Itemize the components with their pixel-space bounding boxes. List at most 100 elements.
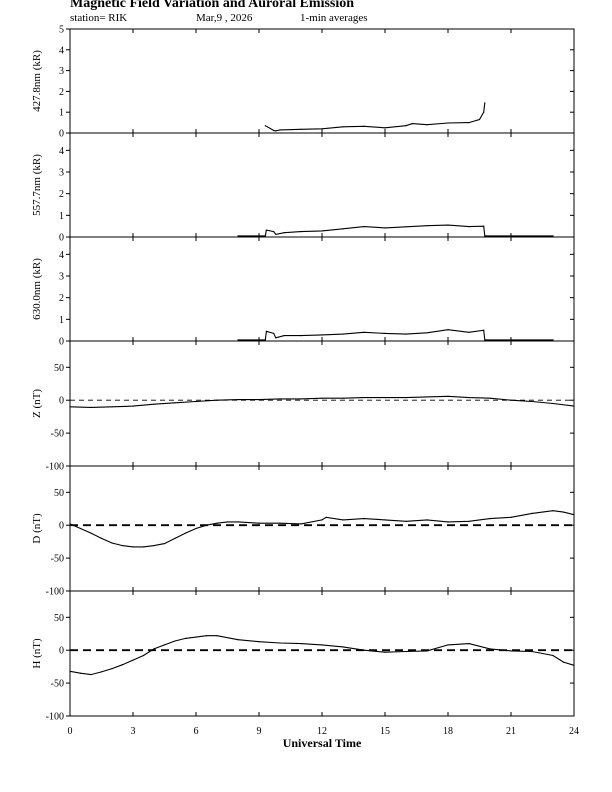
data-point xyxy=(552,402,554,405)
data-point xyxy=(321,519,323,521)
data-point xyxy=(153,545,155,547)
data-point xyxy=(237,521,239,523)
data-point xyxy=(264,235,266,237)
data-point xyxy=(279,642,281,644)
data-point xyxy=(275,233,277,235)
data-point xyxy=(384,397,386,399)
data-point xyxy=(342,646,344,648)
y-tick-label: -50 xyxy=(51,429,64,440)
data-point xyxy=(237,639,239,641)
y-axis-label: 557.7nm (kR) xyxy=(31,154,43,216)
y-tick-label: 50 xyxy=(54,613,64,624)
y-tick-label: 4 xyxy=(59,45,64,56)
data-point xyxy=(300,398,302,400)
data-point xyxy=(405,333,407,335)
data-point xyxy=(447,329,449,331)
y-tick-label: 2 xyxy=(59,87,64,98)
chart-title: Magnetic Field Variation and Auroral Emi… xyxy=(70,0,355,11)
y-tick-label: 50 xyxy=(54,488,64,499)
data-point xyxy=(468,397,470,399)
panel-frame xyxy=(69,590,575,717)
data-point xyxy=(573,405,575,407)
data-point xyxy=(325,516,327,518)
data-point xyxy=(405,397,407,399)
y-tick-label: 1 xyxy=(59,108,64,119)
data-point xyxy=(484,339,486,341)
data-point xyxy=(142,546,145,548)
panel-frame xyxy=(69,132,575,238)
y-tick-label: 1 xyxy=(59,315,64,326)
data-point xyxy=(363,397,365,399)
data-point xyxy=(447,521,449,523)
data-point xyxy=(552,339,554,341)
data-point xyxy=(69,523,71,525)
data-point xyxy=(153,403,155,405)
data-point xyxy=(384,651,386,653)
data-point xyxy=(300,523,302,525)
data-point xyxy=(426,519,428,521)
data-point xyxy=(321,334,323,336)
data-point xyxy=(483,225,485,227)
data-point xyxy=(216,399,218,401)
data-point xyxy=(300,231,302,233)
data-point xyxy=(363,125,365,127)
x-tick-label: 18 xyxy=(443,726,453,737)
data-point xyxy=(552,654,554,657)
y-tick-label: 4 xyxy=(59,250,64,261)
data-point xyxy=(174,402,176,404)
y-tick-label: 3 xyxy=(59,168,64,179)
data-point xyxy=(384,332,386,334)
y-tick-label: 5 xyxy=(59,25,64,36)
data-point xyxy=(205,524,208,526)
data-point xyxy=(273,129,275,132)
data-point xyxy=(468,331,470,333)
data-point xyxy=(258,522,260,524)
y-axis-label: D (nT) xyxy=(31,513,43,544)
data-point xyxy=(342,333,344,335)
data-point xyxy=(363,649,365,651)
data-point xyxy=(468,122,470,124)
data-point xyxy=(111,542,113,544)
data-point xyxy=(363,518,365,520)
data-point xyxy=(300,128,302,130)
data-point xyxy=(121,664,124,666)
panel-0: 0 1 2 3 4 5 427.8nm (kR) xyxy=(31,25,575,140)
data-point xyxy=(363,226,365,228)
y-axis-label: Z (nT) xyxy=(31,389,43,418)
x-tick-label: 24 xyxy=(569,726,579,737)
data-point xyxy=(384,519,386,521)
data-point xyxy=(573,514,575,516)
data-point xyxy=(265,229,267,231)
data-point xyxy=(184,637,187,640)
data-point xyxy=(132,546,134,548)
data-point xyxy=(562,661,565,663)
averages-label: 1-min averages xyxy=(300,12,368,24)
data-point xyxy=(484,235,486,237)
data-point xyxy=(174,537,176,540)
data-point xyxy=(426,396,428,398)
data-point xyxy=(275,130,277,132)
x-tick-label: 12 xyxy=(317,726,327,737)
x-tick-label: 6 xyxy=(194,726,199,737)
data-point xyxy=(468,643,470,645)
x-axis-label: Universal Time xyxy=(283,736,362,750)
data-point xyxy=(447,224,449,226)
data-point xyxy=(132,405,134,407)
data-point xyxy=(90,674,92,676)
y-tick-label: 50 xyxy=(54,363,64,374)
y-tick-label: 0 xyxy=(59,233,64,244)
y-tick-label: 4 xyxy=(59,146,64,157)
y-axis-label: H (nT) xyxy=(31,638,43,669)
data-point xyxy=(411,123,413,125)
y-tick-label: 0 xyxy=(59,129,64,140)
data-point xyxy=(405,520,407,522)
y-axis-label: 630.0nm (kR) xyxy=(31,258,43,320)
panel-4: 50 0 -50 -100 D (nT) xyxy=(31,465,575,598)
y-tick-label: -50 xyxy=(51,679,64,690)
y-tick-label: 2 xyxy=(59,189,64,200)
data-point xyxy=(273,332,275,334)
data-point xyxy=(447,122,449,124)
data-point xyxy=(447,644,449,646)
data-point xyxy=(216,522,218,524)
